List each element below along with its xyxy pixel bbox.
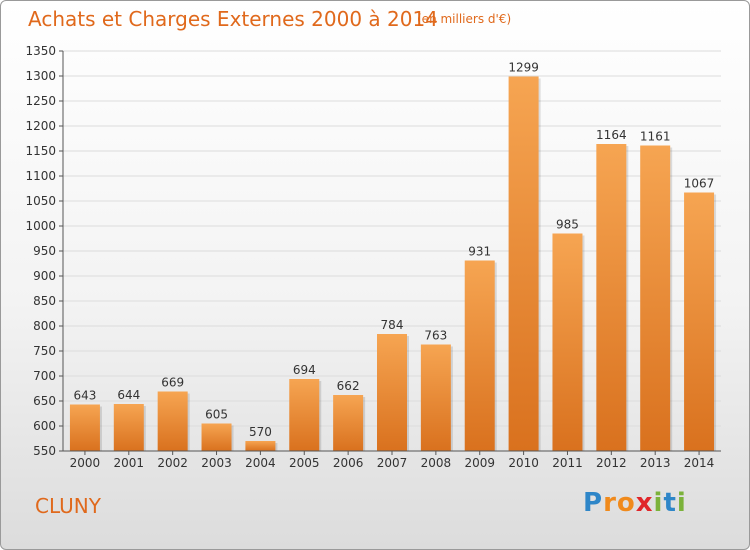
data-label: 662: [337, 379, 360, 393]
y-tick-label: 1050: [25, 194, 56, 208]
x-tick-label: 2009: [464, 456, 495, 470]
y-tick-label: 1000: [25, 219, 56, 233]
bar: [113, 404, 144, 451]
x-tick-label: 2000: [70, 456, 101, 470]
bar: [640, 145, 671, 451]
bar: [464, 260, 495, 451]
bar: [289, 379, 320, 451]
data-label: 1161: [640, 130, 671, 144]
x-tick-label: 2013: [640, 456, 671, 470]
data-label: 985: [556, 218, 579, 232]
bar: [684, 192, 715, 451]
data-label: 694: [293, 363, 316, 377]
y-tick-label: 1200: [25, 119, 56, 133]
data-label: 784: [381, 318, 404, 332]
x-tick-label: 2010: [508, 456, 539, 470]
bar: [552, 233, 583, 451]
x-tick-label: 2002: [157, 456, 188, 470]
bar: [245, 441, 276, 451]
chart-title: Achats et Charges Externes 2000 à 2014: [28, 7, 438, 31]
data-label: 763: [424, 329, 447, 343]
x-tick-label: 2003: [201, 456, 232, 470]
x-tick-label: 2004: [245, 456, 276, 470]
x-tick-label: 2005: [289, 456, 320, 470]
y-tick-label: 1250: [25, 94, 56, 108]
data-label: 669: [161, 376, 184, 390]
y-tick-label: 1300: [25, 69, 56, 83]
logo-letter: i: [653, 488, 664, 518]
x-tick-label: 2011: [552, 456, 583, 470]
city-name: CLUNY: [35, 494, 101, 518]
bar: [420, 344, 451, 451]
y-tick-label: 600: [33, 419, 56, 433]
bar: [508, 76, 539, 451]
y-tick-label: 1100: [25, 169, 56, 183]
x-tick-label: 2014: [684, 456, 715, 470]
x-tick-label: 2001: [114, 456, 145, 470]
data-label: 931: [468, 245, 491, 259]
y-tick-label: 700: [33, 369, 56, 383]
data-label: 643: [73, 389, 96, 403]
data-label: 1067: [684, 177, 715, 191]
data-label: 605: [205, 408, 228, 422]
bar: [69, 404, 100, 451]
y-tick-label: 850: [33, 294, 56, 308]
proxiti-logo: Proxiti: [583, 488, 687, 518]
bar: [596, 144, 627, 451]
x-tick-label: 2006: [333, 456, 364, 470]
y-tick-label: 550: [33, 444, 56, 458]
y-tick-label: 1350: [25, 44, 56, 58]
y-tick-label: 650: [33, 394, 56, 408]
logo-letter: r: [603, 488, 617, 518]
y-tick-label: 1150: [25, 144, 56, 158]
y-tick-label: 950: [33, 244, 56, 258]
bar: [157, 391, 188, 451]
y-tick-label: 750: [33, 344, 56, 358]
data-label: 1164: [596, 128, 627, 142]
data-label: 1299: [508, 61, 539, 75]
data-label: 644: [117, 388, 140, 402]
x-tick-label: 2008: [421, 456, 452, 470]
logo-letter: o: [616, 488, 636, 518]
bar: [377, 334, 407, 451]
chart-subtitle: (en milliers d'€): [417, 12, 512, 26]
y-tick-label: 800: [33, 319, 56, 333]
x-tick-label: 2012: [596, 456, 627, 470]
bar: [201, 423, 232, 451]
logo-letter: P: [583, 488, 604, 518]
x-tick-label: 2007: [377, 456, 408, 470]
bar: [333, 395, 364, 451]
logo-letter: i: [676, 488, 687, 518]
logo-letter: x: [635, 488, 654, 518]
data-label: 570: [249, 425, 272, 439]
logo-letter: t: [663, 488, 677, 518]
y-tick-label: 900: [33, 269, 56, 283]
